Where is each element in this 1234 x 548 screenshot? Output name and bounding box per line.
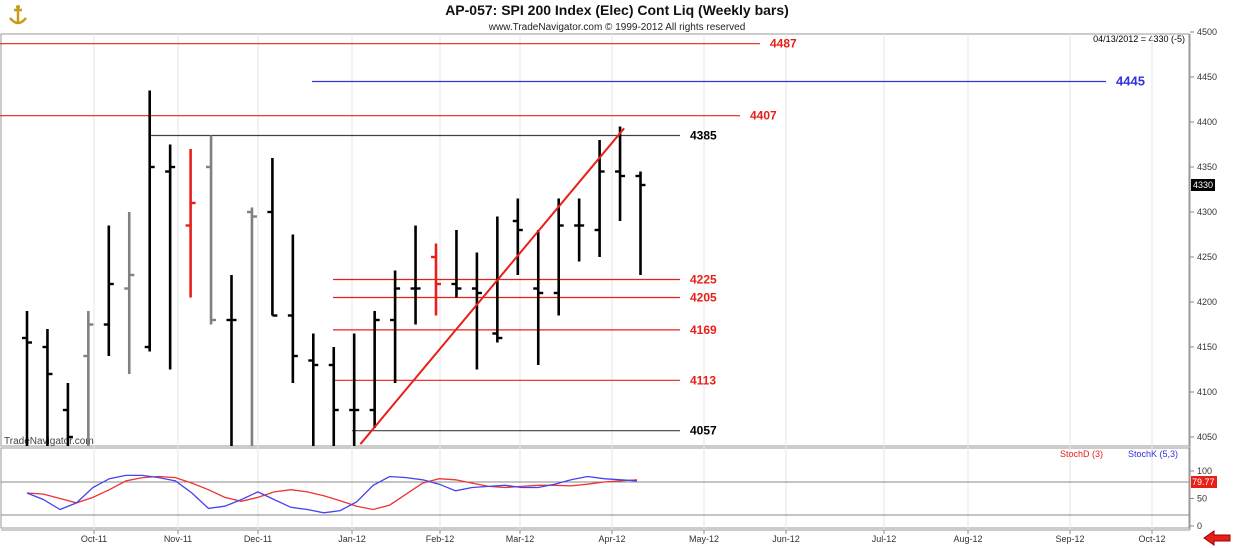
price-tick-label: 4400: [1197, 117, 1217, 127]
level-label: 4487: [770, 37, 797, 51]
price-panel-frame: [0, 33, 1190, 447]
stoch-tick-label: 100: [1197, 466, 1212, 476]
month-label: Sep-12: [1055, 534, 1084, 544]
price-tick-label: 4500: [1197, 27, 1217, 37]
price-tick-label: 4350: [1197, 162, 1217, 172]
ohlc-bars: [22, 90, 646, 446]
chart-title: AP-057: SPI 200 Index (Elec) Cont Liq (W…: [445, 2, 789, 18]
price-tick-label: 4050: [1197, 432, 1217, 442]
current-price-box: [1191, 179, 1215, 191]
stoch-d-line: [26, 475, 638, 511]
ohlc-bar: [206, 135, 217, 325]
stoch-current-box: [1191, 476, 1217, 488]
price-tick-label: 4150: [1197, 342, 1217, 352]
month-label: Oct-12: [1138, 534, 1165, 544]
ohlc-bar: [594, 140, 605, 257]
price-tick-label: 4100: [1197, 387, 1217, 397]
ohlc-bar: [451, 230, 462, 298]
stoch-panel-frame: [0, 447, 1190, 529]
price-tick-label: 4300: [1197, 207, 1217, 217]
trendline: [359, 127, 625, 445]
month-label: Jul-12: [872, 534, 897, 544]
level-label: 4169: [690, 323, 717, 337]
ohlc-bar: [369, 311, 380, 428]
ohlc-bar: [328, 347, 339, 446]
month-label: Jan-12: [338, 534, 366, 544]
ohlc-bar: [308, 333, 319, 446]
ohlc-bar: [103, 225, 114, 356]
month-label: May-12: [689, 534, 719, 544]
stoch-k-legend: StochK (5,3): [1128, 449, 1178, 459]
month-label: Jun-12: [772, 534, 800, 544]
month-label: Apr-12: [598, 534, 625, 544]
ohlc-bar: [574, 198, 585, 262]
ohlc-bar: [62, 383, 73, 446]
ohlc-bar: [471, 252, 482, 370]
ohlc-bar: [83, 311, 94, 446]
level-label: 4057: [690, 424, 717, 438]
price-tick-label: 4200: [1197, 297, 1217, 307]
ohlc-bar: [635, 171, 646, 275]
month-label: Oct-11: [81, 534, 107, 544]
ohlc-bar: [287, 234, 298, 383]
price-axis: 4050 4100 4150 4200 4250 4300 4350 4400 4450 4500…: [1190, 27, 1217, 442]
price-tick-label: 4250: [1197, 252, 1217, 262]
stoch-k-line: [26, 474, 638, 514]
ohlc-bar: [615, 126, 626, 221]
ohlc-bar: [165, 144, 176, 370]
ohlc-bar: [553, 198, 564, 316]
trendline-group: [359, 127, 625, 445]
ohlc-bar: [22, 311, 32, 446]
stoch-tick-label: 0: [1197, 521, 1202, 531]
last-price-info: 04/13/2012 = 4330 (-5): [1093, 34, 1185, 44]
month-label: Mar-12: [506, 534, 535, 544]
month-label: Nov-11: [164, 534, 192, 544]
price-tick-label: 4450: [1197, 72, 1217, 82]
watermark: TradeNavigator.com: [4, 436, 94, 447]
ohlc-bar: [349, 333, 360, 446]
ohlc-bar: [246, 207, 257, 446]
month-label: Dec-11: [244, 534, 272, 544]
ohlc-bar: [390, 270, 401, 383]
price-levels: 4487 4445 4407 4385 4225 4205 4169 4113 4057: [0, 37, 1145, 438]
ohlc-bar: [267, 158, 278, 317]
stoch-d-legend: StochD (3): [1060, 449, 1103, 459]
month-axis: Oct-11 Nov-11 Dec-11 Jan-12 Feb-12 Mar-12 Apr-…: [81, 530, 1166, 544]
level-label: 4225: [690, 273, 717, 287]
ohlc-bar: [226, 275, 237, 446]
ohlc-bar: [410, 225, 421, 325]
ohlc-bar: [124, 212, 135, 374]
level-label: 4407: [750, 109, 777, 123]
ohlc-bar: [42, 329, 53, 446]
current-price-label: 4330: [1193, 180, 1213, 190]
chart-copyright: www.TradeNavigator.com © 1999-2012 All r…: [488, 22, 746, 33]
level-label: 4205: [690, 291, 717, 305]
month-label: Feb-12: [426, 534, 455, 544]
tradenavigator-logo-icon: [9, 5, 27, 25]
month-gridlines: [93, 34, 1153, 530]
ohlc-bar: [431, 243, 441, 316]
month-label: Aug-12: [953, 534, 982, 544]
ohlc-bar: [185, 149, 196, 298]
ohlc-bar: [512, 198, 523, 275]
stoch-current-label: 79.77: [1192, 477, 1215, 487]
ohlc-bar: [144, 90, 155, 352]
level-label: 4385: [690, 129, 717, 143]
level-label: 4113: [690, 373, 716, 387]
scroll-left-arrow-icon[interactable]: [1202, 530, 1232, 546]
level-label: 4445: [1116, 74, 1145, 89]
ohlc-bar: [533, 230, 544, 365]
stoch-tick-label: 50: [1197, 494, 1207, 504]
